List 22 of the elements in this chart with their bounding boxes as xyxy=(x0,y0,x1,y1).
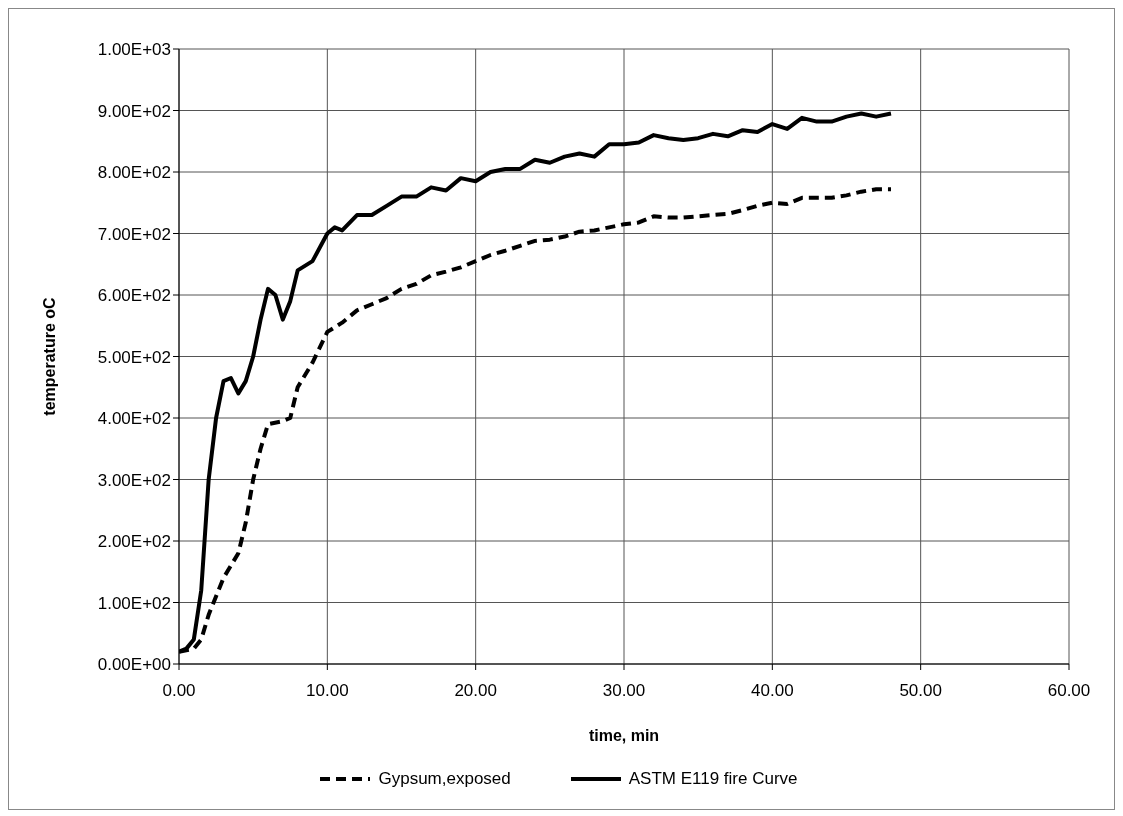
y-tick-label: 2.00E+02 xyxy=(97,532,171,552)
y-tick-label: 9.00E+02 xyxy=(97,101,171,121)
y-tick-label: 1.00E+02 xyxy=(97,593,171,613)
y-tick-label: 7.00E+02 xyxy=(97,224,171,244)
y-tick-label: 8.00E+02 xyxy=(97,163,171,183)
x-tick-label: 10.00 xyxy=(306,681,349,701)
y-axis-title: temperature oC xyxy=(40,296,58,416)
y-tick-label: 5.00E+02 xyxy=(97,347,171,367)
y-tick-label: 4.00E+02 xyxy=(97,409,171,429)
x-tick-label: 60.00 xyxy=(1047,681,1091,701)
legend-label: ASTM E119 fire Curve xyxy=(628,769,798,789)
x-tick-label: 40.00 xyxy=(751,681,794,701)
x-tick-label: 0.00 xyxy=(162,681,196,701)
y-tick-label: 3.00E+02 xyxy=(97,470,171,490)
x-tick-label: 20.00 xyxy=(454,681,497,701)
legend-label: Gypsum,exposed xyxy=(378,769,511,789)
y-tick-label: 0.00E+00 xyxy=(97,655,171,675)
x-tick-label: 30.00 xyxy=(602,681,646,701)
x-axis-title: time, min xyxy=(588,727,660,744)
x-tick-label: 50.00 xyxy=(899,681,942,701)
y-tick-label: 1.00E+03 xyxy=(97,40,171,60)
y-tick-label: 6.00E+02 xyxy=(97,286,171,306)
